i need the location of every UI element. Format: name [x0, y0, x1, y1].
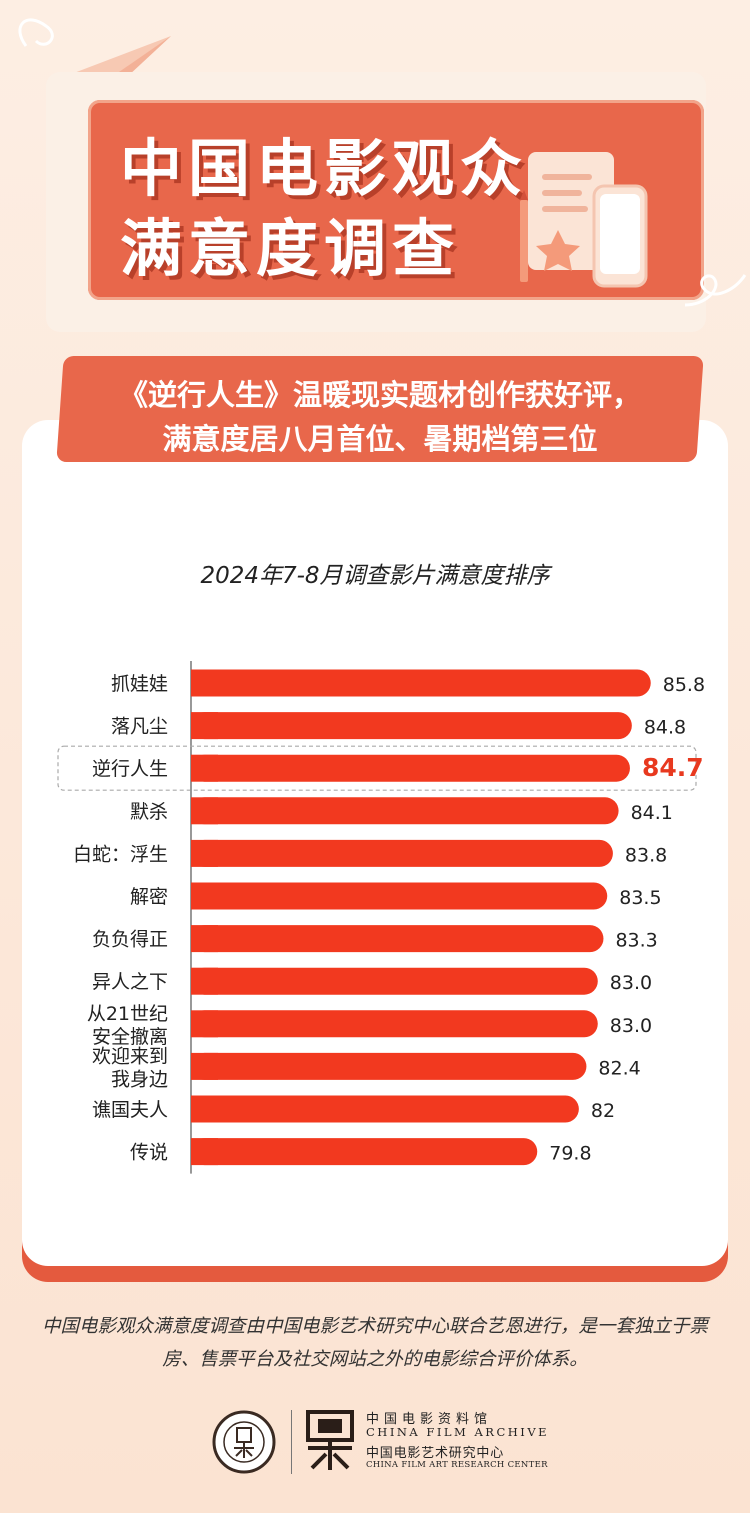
category-label-7: 异人之下 — [92, 971, 168, 993]
bar-9 — [191, 1052, 587, 1080]
bar-base-11 — [191, 1138, 218, 1166]
category-label-2: 逆行人生 — [92, 758, 168, 780]
bar-base-8 — [191, 1010, 218, 1038]
logo-divider — [291, 1410, 292, 1474]
bar-base-0 — [191, 669, 218, 697]
category-label-9-1: 我身边 — [111, 1068, 168, 1090]
chart-title: 2024年7-8月调查影片满意度排序 — [200, 563, 550, 589]
bar-0 — [191, 669, 651, 697]
value-label-4: 83.8 — [625, 844, 667, 866]
bar-11 — [191, 1138, 538, 1166]
category-label-8-1: 安全撤离 — [92, 1026, 168, 1048]
bar-3 — [191, 797, 619, 825]
value-label-5: 83.5 — [619, 887, 661, 909]
bar-1 — [191, 712, 632, 740]
bar-2 — [191, 754, 630, 782]
bar-7 — [191, 967, 598, 995]
value-label-8: 83.0 — [610, 1015, 652, 1037]
bar-base-7 — [191, 967, 218, 995]
bar-5 — [191, 882, 608, 910]
bar-base-3 — [191, 797, 218, 825]
subtitle-line1: 《逆行人生》温暖现实题材创作获好评， — [118, 378, 641, 412]
subtitle-line2: 满意度居八月首位、暑期档第三位 — [162, 422, 598, 456]
footnote: 中国电影观众满意度调查由中国电影艺术研究中心联合艺恩进行，是一套独立于票房、售票… — [41, 1316, 708, 1370]
bar-base-2 — [191, 754, 218, 782]
bar-base-1 — [191, 712, 218, 740]
value-label-11: 79.8 — [549, 1143, 591, 1165]
survey-document-icon — [520, 152, 648, 288]
category-label-5: 解密 — [130, 886, 168, 908]
value-label-7: 83.0 — [610, 972, 652, 994]
film-art-center-logo — [306, 1410, 354, 1470]
bar-4 — [191, 839, 613, 867]
bar-base-6 — [191, 925, 218, 953]
value-label-2: 84.7 — [642, 753, 704, 782]
highlight-frame — [57, 745, 697, 791]
value-label-9: 82.4 — [598, 1057, 640, 1079]
category-label-1: 落凡尘 — [111, 716, 168, 738]
page-title-line1: 中国电影观众 — [120, 132, 529, 205]
value-label-0: 85.8 — [663, 674, 705, 696]
bar-base-9 — [191, 1052, 218, 1080]
category-label-10: 谯国夫人 — [92, 1099, 168, 1121]
bar-base-10 — [191, 1095, 218, 1123]
org-name-cn-research: 中国电影艺术研究中心 — [366, 1446, 505, 1461]
category-label-8-0: 从21世纪 — [87, 1003, 168, 1025]
category-label-6: 负负得正 — [92, 929, 168, 951]
value-label-3: 84.1 — [631, 802, 673, 824]
category-label-3: 默杀 — [130, 801, 168, 823]
swirl-decoration-icon — [684, 274, 747, 307]
org-name-en-research: CHINA FILM ART RESEARCH CENTER — [366, 1460, 548, 1470]
bar-8 — [191, 1010, 598, 1038]
category-label-11: 传说 — [130, 1142, 168, 1164]
bar-10 — [191, 1095, 579, 1123]
value-label-6: 83.3 — [615, 930, 657, 952]
bar-base-5 — [191, 882, 218, 910]
category-label-4: 白蛇：浮生 — [73, 843, 168, 865]
china-film-archive-seal-logo — [212, 1410, 276, 1474]
org-name-cn-archive: 中国电影资料馆 — [366, 1412, 493, 1427]
org-name-en-archive: CHINA FILM ARCHIVE — [366, 1425, 550, 1439]
bar-base-4 — [191, 839, 218, 867]
category-label-0: 抓娃娃 — [111, 673, 168, 695]
page-title-line2: 满意度调查 — [120, 212, 461, 285]
bar-6 — [191, 925, 604, 953]
category-label-9-0: 欢迎来到 — [92, 1045, 168, 1067]
value-label-10: 82 — [591, 1100, 615, 1122]
value-label-1: 84.8 — [644, 717, 686, 739]
